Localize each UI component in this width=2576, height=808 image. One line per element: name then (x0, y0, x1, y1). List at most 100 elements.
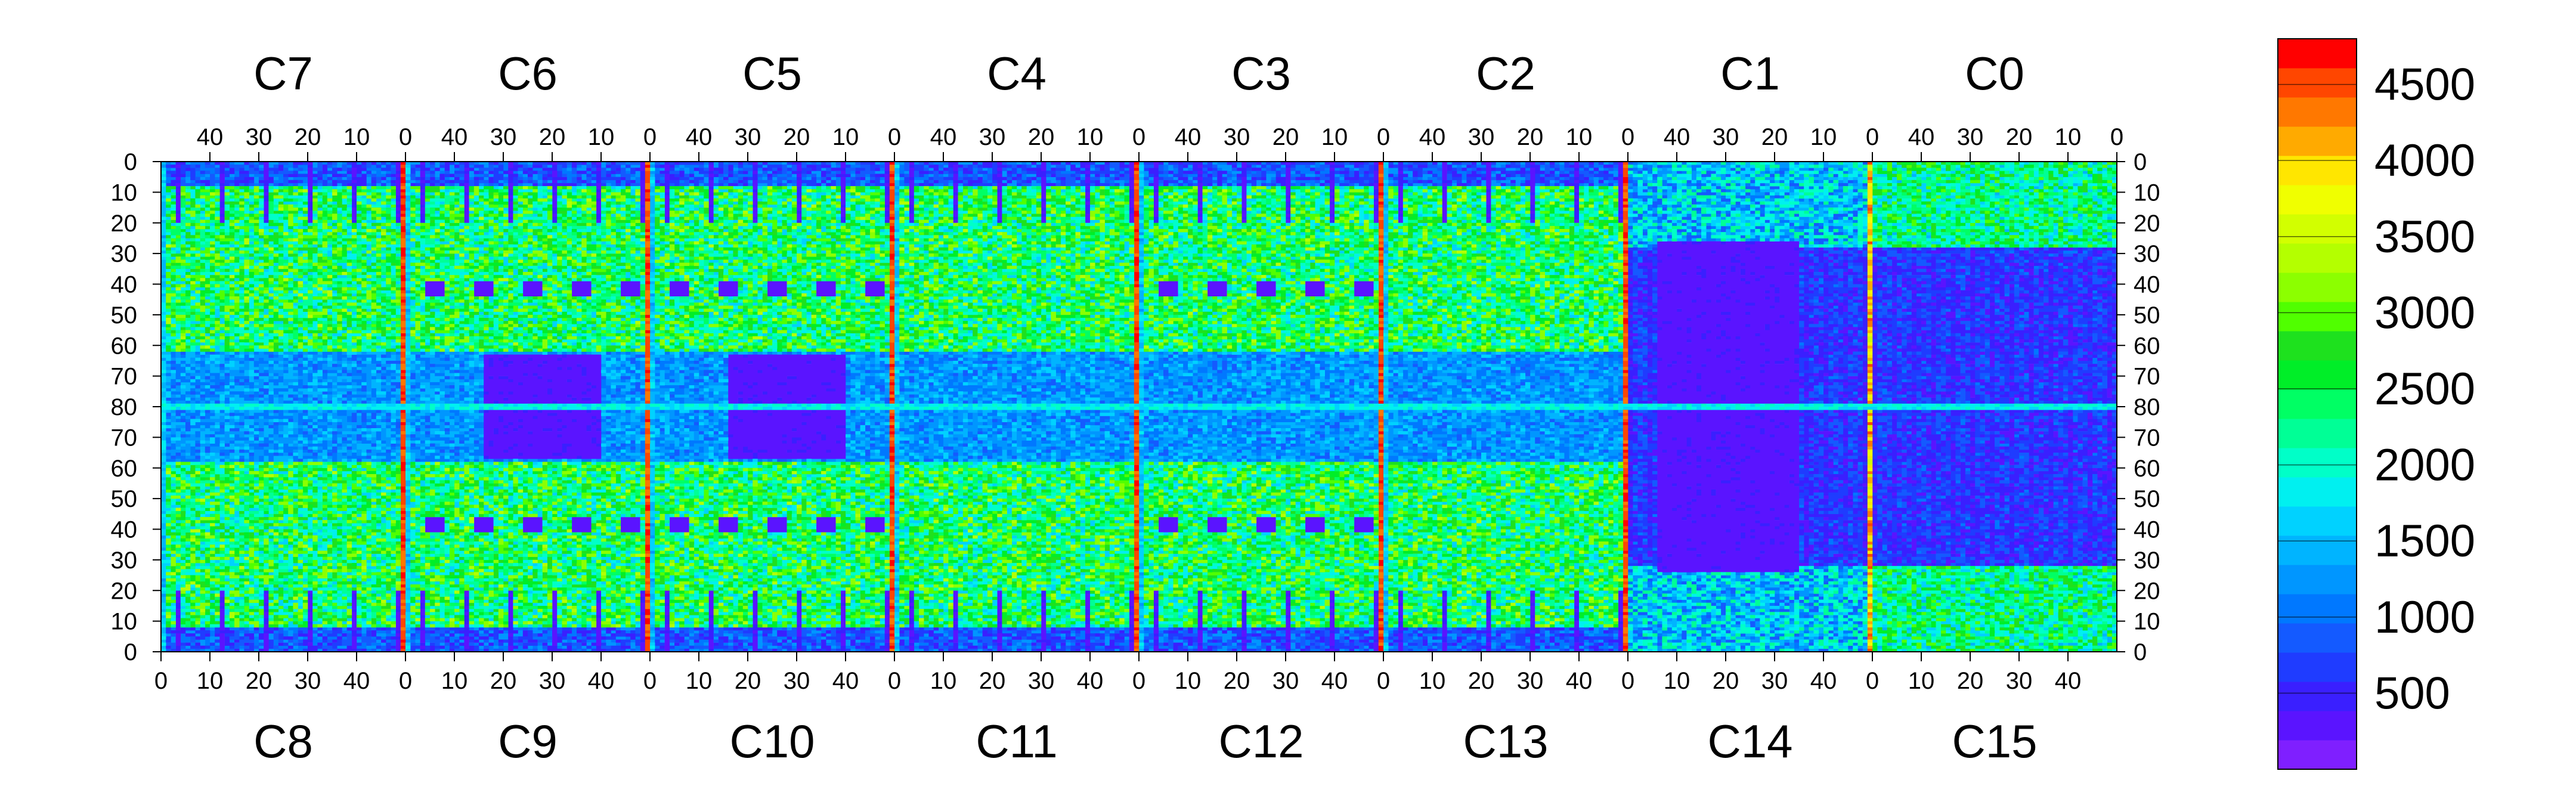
bottom-chip-label: C13 (1463, 715, 1548, 767)
y-tick-label-left: 20 (111, 210, 138, 237)
y-tick-label-right: 80 (2134, 394, 2160, 420)
colorbar-border (2277, 38, 2357, 770)
bottom-tick-label: 20 (1713, 668, 1739, 694)
bottom-tick-label: 40 (1566, 668, 1593, 694)
bottom-tick-label: 40 (588, 668, 615, 694)
colorbar-segment (2278, 39, 2357, 69)
bottom-tick-label: 10 (441, 668, 468, 694)
colorbar-segment (2278, 360, 2357, 390)
top-tick-label: 20 (1272, 124, 1299, 150)
bottom-tick-label: 40 (1810, 668, 1837, 694)
top-tick-label: 10 (1321, 124, 1348, 150)
y-tick-label-right: 60 (2134, 333, 2160, 359)
y-tick-label-right: 0 (2134, 149, 2147, 175)
top-tick-label: 20 (1517, 124, 1544, 150)
top-tick-label: 10 (1566, 124, 1593, 150)
top-chip-label: C2 (1476, 47, 1535, 100)
heatmap-cell-group (161, 162, 2117, 652)
bottom-tick-label: 0 (643, 668, 657, 694)
y-tick-label-right: 50 (2134, 302, 2160, 329)
heatmap-cell-group (166, 162, 2117, 652)
y-tick-label-left: 40 (111, 517, 138, 543)
top-tick-label: 0 (1132, 124, 1145, 150)
top-chip-label: C6 (498, 47, 558, 100)
top-tick-label: 40 (1175, 124, 1202, 150)
top-tick-label: 20 (539, 124, 566, 150)
colorbar-segment (2278, 682, 2357, 711)
top-tick-label: 10 (1077, 124, 1104, 150)
bottom-tick-label: 0 (1132, 668, 1145, 694)
y-tick-label-left: 0 (124, 149, 137, 175)
bottom-tick-label: 30 (2006, 668, 2033, 694)
bottom-tick-label: 30 (1028, 668, 1055, 694)
top-tick-label: 10 (343, 124, 370, 150)
bottom-chip-label: C10 (729, 715, 815, 767)
bottom-chip-label: C8 (253, 715, 313, 767)
top-tick-label: 30 (735, 124, 761, 150)
y-tick-label-left: 60 (111, 333, 138, 359)
bottom-tick-label: 20 (1957, 668, 1984, 694)
colorbar-segment (2278, 214, 2357, 244)
bottom-tick-label: 10 (197, 668, 224, 694)
top-tick-label: 40 (441, 124, 468, 150)
y-tick-label-left: 50 (111, 302, 138, 329)
colorbar-segment (2278, 97, 2357, 127)
top-tick-label: 20 (2006, 124, 2033, 150)
y-tick-label-right: 50 (2134, 486, 2160, 512)
top-tick-label: 30 (246, 124, 273, 150)
top-tick-label: 0 (1866, 124, 1879, 150)
bottom-tick-label: 10 (686, 668, 713, 694)
heatmap-cell-group (175, 162, 2117, 652)
y-tick-label-right: 0 (2134, 639, 2147, 665)
y-tick-label-left: 50 (111, 486, 138, 512)
colorbar-segment (2278, 652, 2357, 682)
top-tick-label: 30 (1224, 124, 1250, 150)
colorbar-tick-label: 2500 (2374, 364, 2475, 414)
top-tick-label: 10 (1810, 124, 1837, 150)
top-tick-label: 40 (1419, 124, 1446, 150)
colorbar-segment (2278, 477, 2357, 507)
colorbar-segment (2278, 126, 2357, 156)
colorbar-segment (2278, 68, 2357, 98)
top-tick-label: 20 (1028, 124, 1055, 150)
top-tick-label: 20 (295, 124, 321, 150)
bottom-chip-label: C14 (1707, 715, 1792, 767)
y-tick-label-left: 70 (111, 364, 138, 390)
y-tick-label-left: 0 (124, 639, 137, 665)
heatmap-cells (161, 162, 2117, 652)
heatmap-cell-group (1867, 165, 1873, 621)
y-tick-label-right: 40 (2134, 272, 2160, 298)
y-tick-label-left: 20 (111, 578, 138, 604)
top-chip-label: C5 (742, 47, 802, 100)
heatmap-cell-group (400, 162, 1873, 652)
top-tick-label: 10 (588, 124, 615, 150)
top-tick-label: 20 (784, 124, 810, 150)
y-tick-label-right: 70 (2134, 364, 2160, 390)
bottom-tick-label: 0 (888, 668, 901, 694)
colorbar-segment (2278, 389, 2357, 419)
bottom-tick-label: 10 (1175, 668, 1202, 694)
bottom-tick-label: 20 (979, 668, 1006, 694)
bottom-tick-label: 30 (784, 668, 810, 694)
colorbar-segment (2278, 273, 2357, 302)
bottom-tick-label: 30 (539, 668, 566, 694)
top-tick-label: 20 (1761, 124, 1788, 150)
bottom-tick-label: 40 (1321, 668, 1348, 694)
colorbar-tick-label: 1000 (2374, 592, 2475, 643)
colorbar-segment (2278, 448, 2357, 478)
top-chip-label: C3 (1231, 47, 1291, 100)
heatmap-cell-group (1867, 186, 1873, 643)
colorbar-segment (2278, 419, 2357, 448)
bottom-chip-label: C9 (498, 715, 558, 767)
y-tick-label-left: 30 (111, 241, 138, 267)
top-tick-label: 0 (1621, 124, 1634, 150)
bottom-tick-label: 10 (1664, 668, 1690, 694)
y-tick-label-left: 80 (111, 394, 138, 420)
top-tick-label: 40 (1908, 124, 1935, 150)
bottom-chip-label: C15 (1952, 715, 2037, 767)
bottom-tick-label: 0 (399, 668, 412, 694)
y-tick-label-left: 40 (111, 272, 138, 298)
top-tick-label: 0 (2110, 124, 2123, 150)
